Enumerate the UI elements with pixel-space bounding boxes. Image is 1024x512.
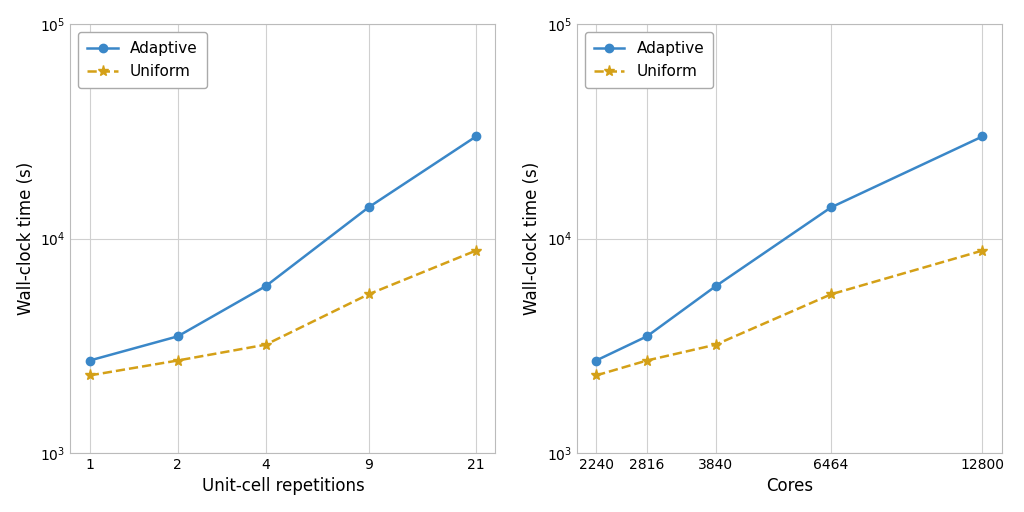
Uniform (259, 342, 271, 348)
Legend: Adaptive, Uniform: Adaptive, Uniform (78, 32, 207, 88)
Adaptive (825, 204, 838, 210)
Adaptive (976, 134, 988, 140)
Line: Uniform: Uniform (84, 245, 481, 381)
Adaptive (84, 357, 96, 364)
Adaptive (259, 283, 271, 289)
Uniform (362, 291, 375, 297)
Uniform (84, 372, 96, 378)
X-axis label: Cores: Cores (766, 477, 813, 495)
Uniform (470, 247, 482, 253)
Adaptive (590, 357, 602, 364)
Line: Uniform: Uniform (591, 245, 988, 381)
Uniform (976, 247, 988, 253)
X-axis label: Unit-cell repetitions: Unit-cell repetitions (202, 477, 365, 495)
Adaptive (470, 134, 482, 140)
Adaptive (710, 283, 722, 289)
Line: Adaptive: Adaptive (592, 132, 986, 365)
Y-axis label: Wall-clock time (s): Wall-clock time (s) (16, 162, 35, 315)
Line: Adaptive: Adaptive (86, 132, 480, 365)
Uniform (710, 342, 722, 348)
Uniform (641, 357, 653, 364)
Uniform (590, 372, 602, 378)
Uniform (172, 357, 184, 364)
Adaptive (362, 204, 375, 210)
Adaptive (172, 333, 184, 339)
Adaptive (641, 333, 653, 339)
Y-axis label: Wall-clock time (s): Wall-clock time (s) (523, 162, 541, 315)
Uniform (825, 291, 838, 297)
Legend: Adaptive, Uniform: Adaptive, Uniform (585, 32, 714, 88)
